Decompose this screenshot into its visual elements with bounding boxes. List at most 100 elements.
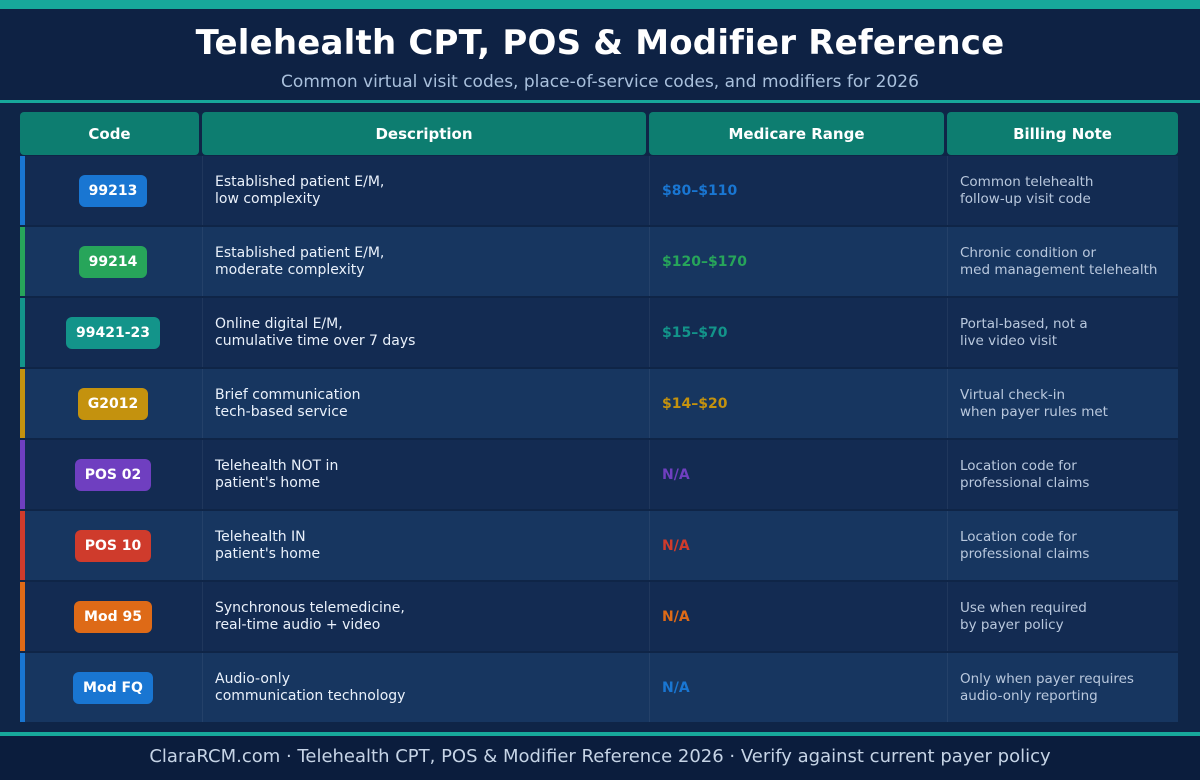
billing-note-line-2: med management telehealth — [960, 261, 1158, 278]
row-accent-bar — [20, 156, 25, 225]
description-line-1: Online digital E/M, — [215, 315, 343, 332]
billing-note-line-1: Common telehealth — [960, 173, 1094, 190]
billing-note-line-2: audio-only reporting — [960, 687, 1098, 704]
row-accent-bar — [20, 511, 25, 580]
medicare-range-cell: $80–$110 — [649, 156, 945, 225]
table-row: Mod 95 Synchronous telemedicine, real-time… — [20, 582, 1178, 651]
billing-note-cell: Chronic condition or med management teleh… — [947, 227, 1178, 296]
code-cell: Mod FQ — [25, 653, 201, 722]
medicare-range-cell: $120–$170 — [649, 227, 945, 296]
code-badge: G2012 — [77, 387, 149, 420]
table-row: 99214 Established patient E/M, moderate co… — [20, 227, 1178, 296]
code-cell: Mod 95 — [25, 582, 201, 651]
code-cell: G2012 — [25, 369, 201, 438]
description-cell: Brief communication tech-based service — [202, 369, 646, 438]
description-cell: Synchronous telemedicine, real-time audio… — [202, 582, 646, 651]
top-accent-bar — [0, 0, 1200, 9]
table-row: G2012 Brief communication tech-based servi… — [20, 369, 1178, 438]
billing-note-line-1: Location code for — [960, 528, 1077, 545]
medicare-range-cell: N/A — [649, 440, 945, 509]
code-badge: 99214 — [78, 245, 148, 278]
billing-note-line-1: Portal-based, not a — [960, 315, 1088, 332]
description-line-1: Established patient E/M, — [215, 173, 385, 190]
table-row: POS 10 Telehealth IN patient's home N/A Loca… — [20, 511, 1178, 580]
column-header-code: Code — [20, 112, 199, 155]
billing-note-line-2: live video visit — [960, 332, 1058, 349]
code-badge: 99213 — [78, 174, 148, 207]
description-line-2: patient's home — [215, 474, 321, 491]
medicare-range-value: $80–$110 — [662, 182, 738, 199]
billing-note-line-2: professional claims — [960, 474, 1090, 491]
header-divider — [0, 100, 1200, 103]
description-line-1: Telehealth IN — [215, 528, 306, 545]
description-line-2: patient's home — [215, 545, 321, 562]
medicare-range-value: $15–$70 — [662, 324, 728, 341]
description-line-1: Telehealth NOT in — [215, 457, 339, 474]
medicare-range-cell: N/A — [649, 511, 945, 580]
description-cell: Audio-only communication technology — [202, 653, 646, 722]
row-accent-bar — [20, 440, 25, 509]
page-header: Telehealth CPT, POS & Modifier Reference… — [0, 9, 1200, 101]
description-cell: Online digital E/M, cumulative time over … — [202, 298, 646, 367]
medicare-range-value: N/A — [662, 537, 690, 554]
medicare-range-value: $14–$20 — [662, 395, 728, 412]
medicare-range-cell: $14–$20 — [649, 369, 945, 438]
code-badge: 99421-23 — [66, 316, 160, 349]
table-row: POS 02 Telehealth NOT in patient's home N/A… — [20, 440, 1178, 509]
code-cell: POS 02 — [25, 440, 201, 509]
table-row: 99421-23 Online digital E/M, cumulative ti… — [20, 298, 1178, 367]
row-accent-bar — [20, 653, 25, 722]
billing-note-line-1: Location code for — [960, 457, 1077, 474]
description-line-1: Audio-only — [215, 670, 290, 687]
description-cell: Telehealth IN patient's home — [202, 511, 646, 580]
medicare-range-cell: N/A — [649, 582, 945, 651]
row-accent-bar — [20, 298, 25, 367]
description-line-1: Synchronous telemedicine, — [215, 599, 405, 616]
code-cell: 99214 — [25, 227, 201, 296]
code-cell: 99421-23 — [25, 298, 201, 367]
billing-note-cell: Location code for professional claims — [947, 511, 1178, 580]
description-line-2: tech-based service — [215, 403, 348, 420]
medicare-range-cell: $15–$70 — [649, 298, 945, 367]
medicare-range-value: N/A — [662, 466, 690, 483]
billing-note-line-2: when payer rules met — [960, 403, 1108, 420]
code-badge: POS 02 — [74, 458, 152, 491]
code-cell: POS 10 — [25, 511, 201, 580]
code-badge: POS 10 — [74, 529, 152, 562]
description-line-2: low complexity — [215, 190, 321, 207]
description-line-2: cumulative time over 7 days — [215, 332, 416, 349]
description-line-2: moderate complexity — [215, 261, 365, 278]
description-line-2: real-time audio + video — [215, 616, 381, 633]
billing-note-line-2: professional claims — [960, 545, 1090, 562]
description-line-1: Brief communication — [215, 386, 361, 403]
table-row: 99213 Established patient E/M, low complex… — [20, 156, 1178, 225]
billing-note-line-1: Use when required — [960, 599, 1087, 616]
code-cell: 99213 — [25, 156, 201, 225]
medicare-range-cell: N/A — [649, 653, 945, 722]
column-header-medicare-range: Medicare Range — [649, 112, 944, 155]
page-subtitle: Common virtual visit codes, place-of-ser… — [281, 72, 919, 92]
billing-note-line-1: Only when payer requires — [960, 670, 1134, 687]
billing-note-cell: Only when payer requires audio-only repor… — [947, 653, 1178, 722]
billing-note-line-1: Virtual check-in — [960, 386, 1066, 403]
billing-note-line-2: by payer policy — [960, 616, 1064, 633]
description-cell: Telehealth NOT in patient's home — [202, 440, 646, 509]
billing-note-cell: Location code for professional claims — [947, 440, 1178, 509]
row-accent-bar — [20, 227, 25, 296]
page-footer: ClaraRCM.com · Telehealth CPT, POS & Mod… — [0, 736, 1200, 780]
billing-note-cell: Portal-based, not a live video visit — [947, 298, 1178, 367]
description-line-2: communication technology — [215, 687, 406, 704]
medicare-range-value: N/A — [662, 679, 690, 696]
billing-note-line-2: follow-up visit code — [960, 190, 1091, 207]
code-badge: Mod 95 — [74, 600, 152, 633]
billing-note-line-1: Chronic condition or — [960, 244, 1097, 261]
row-accent-bar — [20, 369, 25, 438]
billing-note-cell: Virtual check-in when payer rules met — [947, 369, 1178, 438]
row-accent-bar — [20, 582, 25, 651]
column-header-description: Description — [202, 112, 646, 155]
description-cell: Established patient E/M, low complexity — [202, 156, 646, 225]
column-header-billing-note: Billing Note — [947, 112, 1178, 155]
code-badge: Mod FQ — [73, 671, 153, 704]
medicare-range-value: N/A — [662, 608, 690, 625]
footer-divider — [0, 732, 1200, 736]
